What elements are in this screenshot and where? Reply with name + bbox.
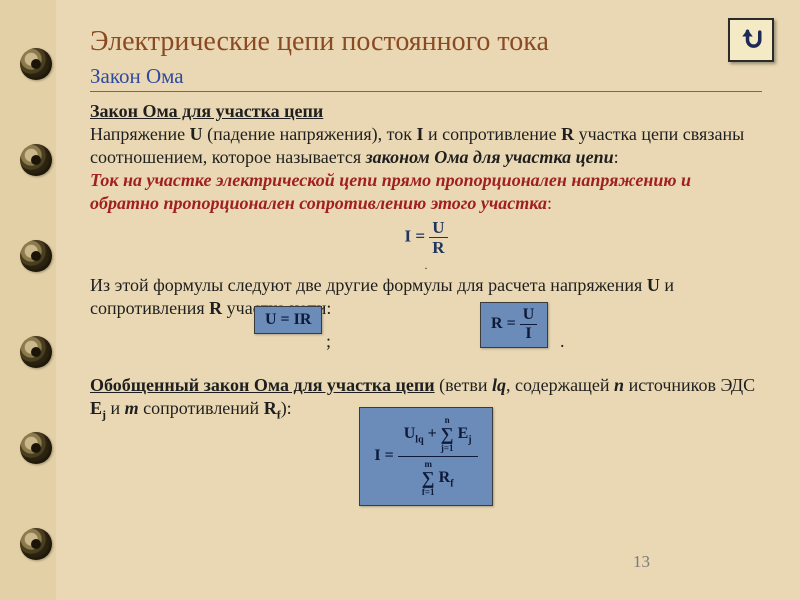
page-subtitle: Закон Ома <box>90 64 762 89</box>
spiral-binding <box>0 0 56 600</box>
binding-ring <box>20 48 52 80</box>
formula-pair: U = IR ; R = U I . <box>90 324 762 366</box>
binding-ring <box>20 240 52 272</box>
binding-ring <box>20 336 52 368</box>
formula-generalized: I = Ulq + n ∑ j=1 Ej <box>90 407 762 506</box>
binding-ring <box>20 432 52 464</box>
slide-content: Электрические цепи постоянного тока Зако… <box>56 0 800 600</box>
page-number: 13 <box>633 552 650 572</box>
page-title: Электрические цепи постоянного тока <box>90 26 762 58</box>
section2-heading: Обобщенный закон Ома для участка цепи <box>90 375 435 395</box>
binding-ring <box>20 144 52 176</box>
section-2: Обобщенный закон Ома для участка цепи (в… <box>90 374 762 506</box>
formula-r-ui: R = U I <box>480 302 548 348</box>
section1-heading: Закон Ома для участка цепи <box>90 101 323 121</box>
formula-i-ur: I = U R <box>90 219 762 256</box>
binding-ring <box>20 528 52 560</box>
law-statement: Ток на участке электрической цепи прямо … <box>90 170 691 213</box>
section-1: Закон Ома для участка цепи Напряжение U … <box>90 100 762 366</box>
formula-u-ir: U = IR <box>254 306 322 335</box>
body-text: Закон Ома для участка цепи Напряжение U … <box>90 100 762 506</box>
divider <box>90 91 762 92</box>
